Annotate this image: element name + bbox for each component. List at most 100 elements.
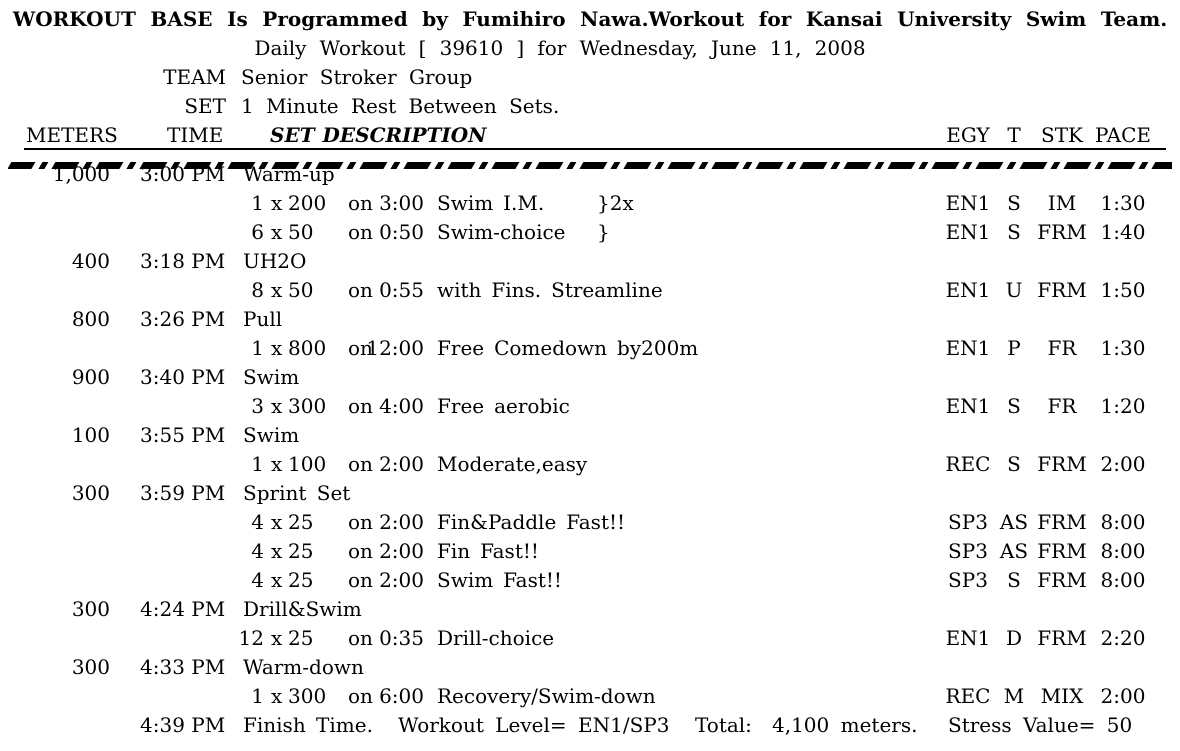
team-label: TEAM [163,65,226,89]
rep-count: 4 [251,510,264,534]
set-title: Drill&Swim [243,597,362,621]
team-value: Senior Stroker Group [241,65,473,89]
rep-distance: 100 [288,452,327,476]
energy-value: EN1 [945,220,991,244]
start-time-value: 3:59 PM [140,481,226,505]
rep-times-symbol: x [271,510,283,534]
rep-distance: 25 [288,510,314,534]
rep-times-symbol: x [271,626,283,650]
interval-time: 2:00 [379,452,424,476]
set-item-row: 1 x 800 on 12:00 Free Comedown by200m EN… [0,334,1180,363]
meters-value: 800 [71,307,110,331]
interval-time: 2:00 [379,510,424,534]
document-title: WORKOUT BASE Is Programmed by Fumihiro N… [0,5,1180,34]
rep-count: 1 [251,191,264,215]
item-description: Drill-choice [437,626,555,650]
on-label: on [348,626,373,650]
set-header-row: 400 3:18 PM UH2O [0,247,1180,276]
on-label: on [348,684,373,708]
type-value: S [1007,568,1021,592]
interval-time: 6:00 [379,684,424,708]
type-value: U [1005,278,1023,302]
team-row: TEAM Senior Stroker Group [0,63,1180,92]
rep-count: 4 [251,568,264,592]
set-item-row: 4 x 25 on 2:00 Swim Fast!! SP3 S FRM 8:0… [0,566,1180,595]
item-description: Swim Fast!! [437,568,562,592]
rep-distance: 300 [288,394,327,418]
column-header-pace: PACE [1095,123,1151,147]
type-value: S [1007,394,1021,418]
column-header-type: T [1007,123,1021,147]
item-description: Free aerobic [437,394,570,418]
set-item-row: 1 x 300 on 6:00 Recovery/Swim-down REC M… [0,682,1180,711]
set-title: Swim [243,365,300,389]
start-time-value: 3:26 PM [140,307,226,331]
stroke-value: FRM [1037,452,1087,476]
pace-value: 1:30 [1100,336,1146,360]
meters-value: 900 [71,365,110,389]
start-time-value: 4:24 PM [140,597,226,621]
interval-time: 0:50 [379,220,424,244]
stroke-value: FRM [1037,539,1087,563]
footer-row: 4:39 PM Finish Time. Workout Level= EN1/… [0,711,1180,740]
rep-count: 1 [251,684,264,708]
workout-rows: 1,000 3:00 PM Warm-up 1 x 200 on 3:00 Sw… [0,160,1180,711]
pace-value: 8:00 [1100,568,1146,592]
total-value: 4,100 meters. [772,713,918,737]
on-label: on [348,336,373,360]
item-description: Recovery/Swim-down [437,684,656,708]
item-description: Fin Fast!! [437,539,539,563]
dash-dot-divider [7,151,1180,169]
stroke-value: FRM [1037,626,1087,650]
on-label: on [348,539,373,563]
set-label: SET [184,94,226,118]
start-time-value: 3:00 PM [140,162,226,186]
rep-count: 6 [251,220,264,244]
item-description: Fin&Paddle Fast!! [437,510,626,534]
energy-value: EN1 [945,626,991,650]
column-header-egy: EGY [946,123,990,147]
on-label: on [348,394,373,418]
item-description: Swim I.M. [437,191,545,215]
rep-times-symbol: x [271,452,283,476]
set-title: Warm-up [243,162,335,186]
item-description: Moderate,easy [437,452,588,476]
set-header-row: 1,000 3:00 PM Warm-up [0,160,1180,189]
total-label: Total: [695,713,752,737]
set-header-row: 800 3:26 PM Pull [0,305,1180,334]
document-subtitle: Daily Workout [ 39610 ] for Wednesday, J… [0,34,1180,63]
set-title: Swim [243,423,300,447]
set-item-row: 4 x 25 on 2:00 Fin&Paddle Fast!! SP3 AS … [0,508,1180,537]
meters-value: 300 [71,481,110,505]
rep-times-symbol: x [271,539,283,563]
interval-time: 2:00 [379,539,424,563]
rep-count: 1 [251,452,264,476]
on-label: on [348,191,373,215]
pace-value: 8:00 [1100,510,1146,534]
meters-value: 1,000 [52,162,110,186]
rep-count: 8 [251,278,264,302]
energy-value: SP3 [948,510,988,534]
pace-value: 2:00 [1100,684,1146,708]
rep-times-symbol: x [271,568,283,592]
set-header-row: 900 3:40 PM Swim [0,363,1180,392]
repeat-brace: }2x [597,191,634,215]
stroke-value: MIX [1040,684,1084,708]
energy-value: EN1 [945,278,991,302]
column-header-row: METERS TIME SET DESCRIPTION EGY T STK PA… [0,121,1180,150]
document-subtitle-text: Daily Workout [ 39610 ] for Wednesday, J… [254,36,866,60]
rep-distance: 50 [288,278,314,302]
rep-distance: 25 [288,626,314,650]
pace-value: 1:20 [1100,394,1146,418]
set-title: UH2O [243,249,307,273]
type-value: S [1007,191,1021,215]
energy-value: EN1 [945,394,991,418]
energy-value: REC [945,684,991,708]
set-item-row: 1 x 200 on 3:00 Swim I.M. }2x EN1 S IM 1… [0,189,1180,218]
rep-distance: 200 [288,191,327,215]
start-time-value: 3:18 PM [140,249,226,273]
workout-level: Workout Level= EN1/SP3 [398,713,670,737]
rep-times-symbol: x [271,394,283,418]
column-header-stroke: STK [1041,123,1083,147]
